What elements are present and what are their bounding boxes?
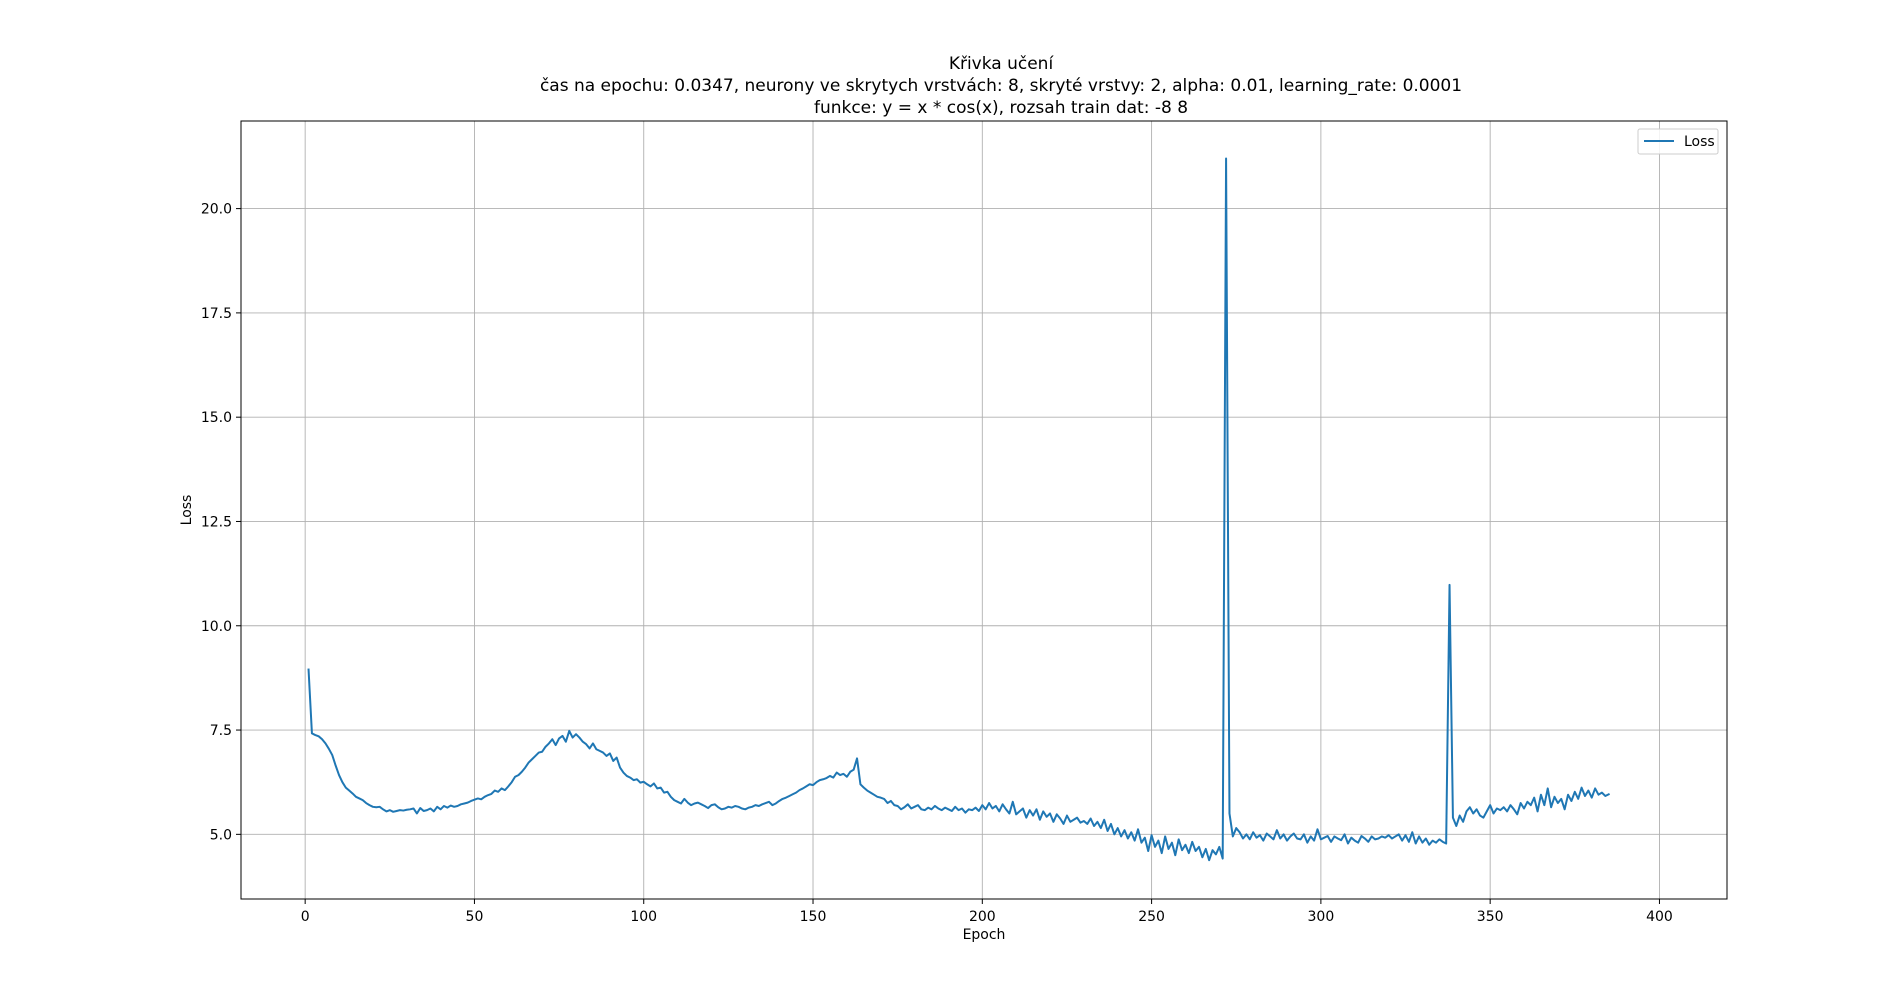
x-tick-label: 100 xyxy=(630,909,657,925)
series-layer xyxy=(307,157,1611,862)
y-tick-label: 10.0 xyxy=(201,619,232,635)
x-tick-label: 400 xyxy=(1646,909,1673,925)
chart-title: Křivka učení xyxy=(949,54,1055,74)
plot-area xyxy=(240,120,1728,900)
series-line-loss xyxy=(307,157,1611,862)
x-tick-label: 150 xyxy=(800,909,827,925)
y-tick-label: 5.0 xyxy=(210,827,232,843)
plot-frame xyxy=(240,120,1728,900)
y-tick-label: 7.5 xyxy=(210,723,232,739)
legend-box xyxy=(1637,128,1719,155)
x-tick-label: 200 xyxy=(969,909,996,925)
x-tick-label: 350 xyxy=(1477,909,1504,925)
y-axis-label: Loss xyxy=(179,495,195,526)
x-tick-label: 0 xyxy=(301,909,310,925)
y-tick-label: 15.0 xyxy=(201,410,232,426)
y-tick-label: 20.0 xyxy=(201,202,232,218)
legend-label-loss: Loss xyxy=(1684,134,1715,150)
x-tick-label: 250 xyxy=(1138,909,1165,925)
chart-subtitle-line-1: čas na epochu: 0.0347, neurony ve skryty… xyxy=(540,76,1462,96)
chart-subtitle-line-2: funkce: y = x * cos(x), rozsah train dat… xyxy=(814,98,1188,118)
x-axis-ticks: 0 50 100 150 200 250 300 350 400 xyxy=(301,899,1673,925)
y-tick-label: 17.5 xyxy=(201,306,232,322)
grid xyxy=(241,121,1727,899)
x-tick-label: 50 xyxy=(466,909,484,925)
legend: Loss xyxy=(1637,128,1719,155)
y-tick-label: 12.5 xyxy=(201,514,232,530)
x-axis-label: Epoch xyxy=(963,927,1006,943)
y-axis-ticks: 5.0 7.5 10.0 12.5 15.0 17.5 20.0 xyxy=(201,202,241,843)
x-tick-label: 300 xyxy=(1308,909,1335,925)
